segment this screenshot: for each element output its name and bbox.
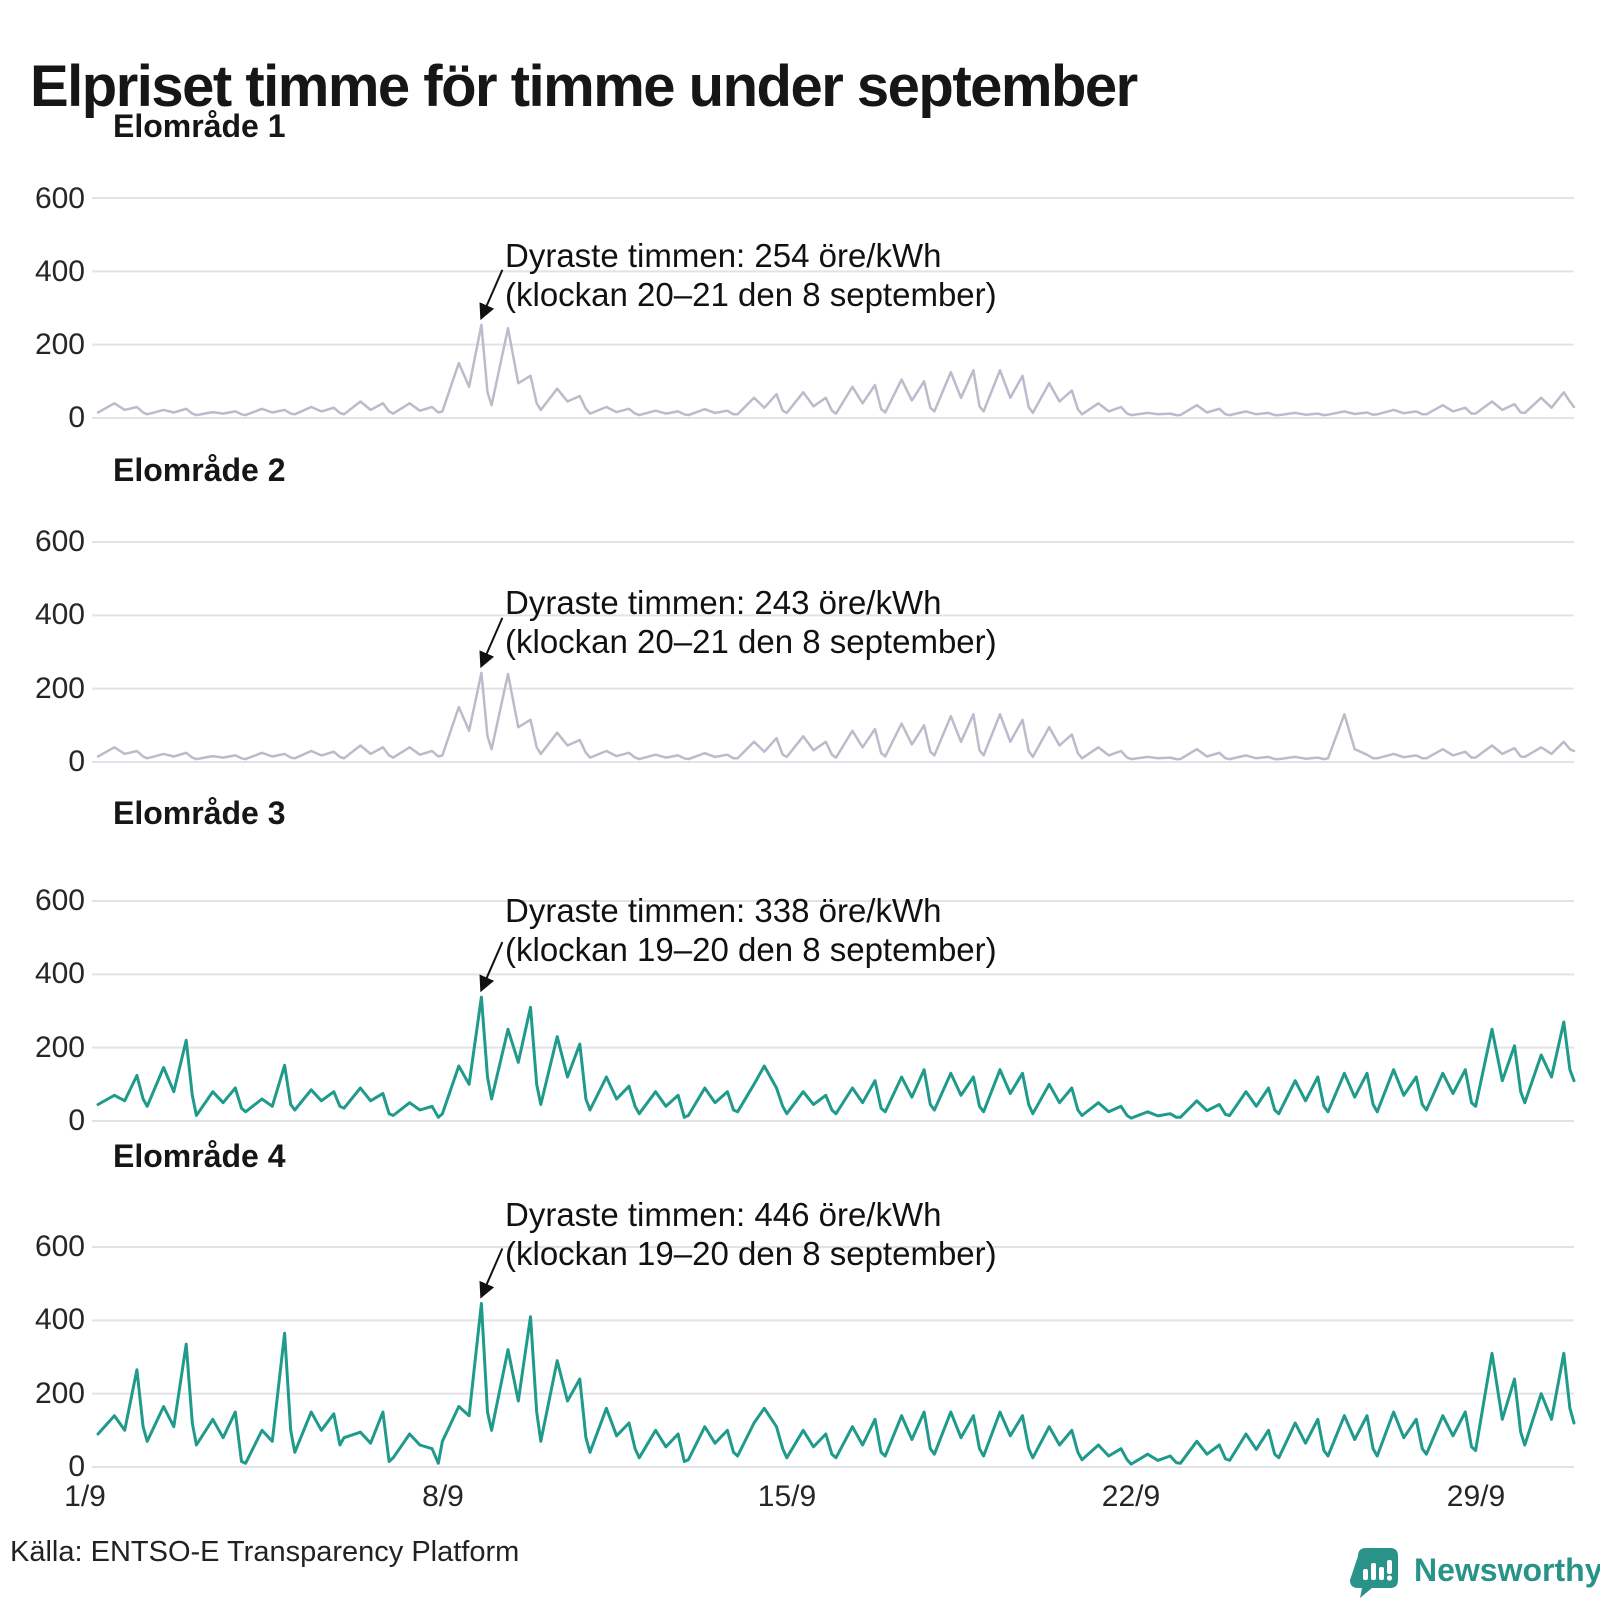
series-line-elomrade-2 bbox=[96, 671, 1576, 761]
x-tick-label: 22/9 bbox=[1101, 1480, 1161, 1513]
y-tick-label: 0 bbox=[68, 1104, 85, 1137]
x-tick-label: 1/9 bbox=[64, 1480, 106, 1513]
y-tick-label: 200 bbox=[34, 1377, 85, 1410]
y-tick-label: 200 bbox=[34, 1031, 85, 1064]
annotation-line-1: Dyraste timmen: 338 öre/kWh bbox=[505, 892, 942, 929]
newsworthy-logo-icon bbox=[1350, 1548, 1398, 1598]
annotation-line-1: Dyraste timmen: 254 öre/kWh bbox=[505, 237, 942, 274]
y-tick-label: 200 bbox=[34, 328, 85, 361]
annotation-line-2: (klockan 19–20 den 8 september) bbox=[505, 1235, 997, 1272]
series-line-elomrade-4 bbox=[96, 1302, 1576, 1466]
panel-2-title: Elområde 2 bbox=[113, 452, 286, 488]
annotation-panel-4: Dyraste timmen: 446 öre/kWh (klockan 19–… bbox=[505, 1195, 997, 1273]
y-tick-label: 400 bbox=[34, 598, 85, 631]
annotation-line-2: (klockan 20–21 den 8 september) bbox=[505, 623, 997, 660]
series-line-elomrade-3 bbox=[96, 995, 1576, 1120]
panel-1-title: Elområde 1 bbox=[113, 108, 286, 144]
x-tick-label: 29/9 bbox=[1446, 1480, 1506, 1513]
panel-3-title: Elområde 3 bbox=[113, 795, 286, 831]
source-text: Källa: ENTSO-E Transparency Platform bbox=[10, 1536, 520, 1568]
page-title: Elpriset timme för timme under september bbox=[30, 53, 1138, 119]
y-tick-label: 200 bbox=[34, 672, 85, 705]
y-tick-label: 400 bbox=[34, 255, 85, 288]
newsworthy-logo-text: Newsworthy bbox=[1414, 1552, 1600, 1588]
y-tick-label: 600 bbox=[34, 1230, 85, 1263]
panel-4-title: Elområde 4 bbox=[113, 1138, 286, 1174]
annotation-arrow-3 bbox=[479, 941, 504, 993]
y-tick-label: 0 bbox=[68, 401, 85, 434]
y-tick-label: 0 bbox=[68, 1450, 85, 1483]
y-tick-label: 0 bbox=[68, 745, 85, 778]
annotation-line-2: (klockan 20–21 den 8 september) bbox=[505, 276, 997, 313]
y-tick-label: 600 bbox=[34, 182, 85, 215]
annotation-panel-3: Dyraste timmen: 338 öre/kWh (klockan 19–… bbox=[505, 891, 997, 969]
annotation-panel-2: Dyraste timmen: 243 öre/kWh (klockan 20–… bbox=[505, 583, 997, 661]
annotation-arrow-1 bbox=[479, 269, 504, 321]
annotation-line-1: Dyraste timmen: 446 öre/kWh bbox=[505, 1196, 942, 1233]
annotation-arrow-4 bbox=[479, 1248, 504, 1299]
x-tick-label: 8/9 bbox=[422, 1480, 464, 1513]
y-tick-label: 400 bbox=[34, 1303, 85, 1336]
annotation-arrow-2 bbox=[479, 617, 504, 669]
y-tick-label: 600 bbox=[34, 884, 85, 917]
series-line-elomrade-1 bbox=[96, 323, 1576, 417]
annotation-line-2: (klockan 19–20 den 8 september) bbox=[505, 931, 997, 968]
y-tick-label: 600 bbox=[34, 525, 85, 558]
annotation-line-1: Dyraste timmen: 243 öre/kWh bbox=[505, 584, 942, 621]
y-tick-label: 400 bbox=[34, 957, 85, 990]
x-tick-label: 15/9 bbox=[757, 1480, 817, 1513]
annotation-panel-1: Dyraste timmen: 254 öre/kWh (klockan 20–… bbox=[505, 236, 997, 314]
